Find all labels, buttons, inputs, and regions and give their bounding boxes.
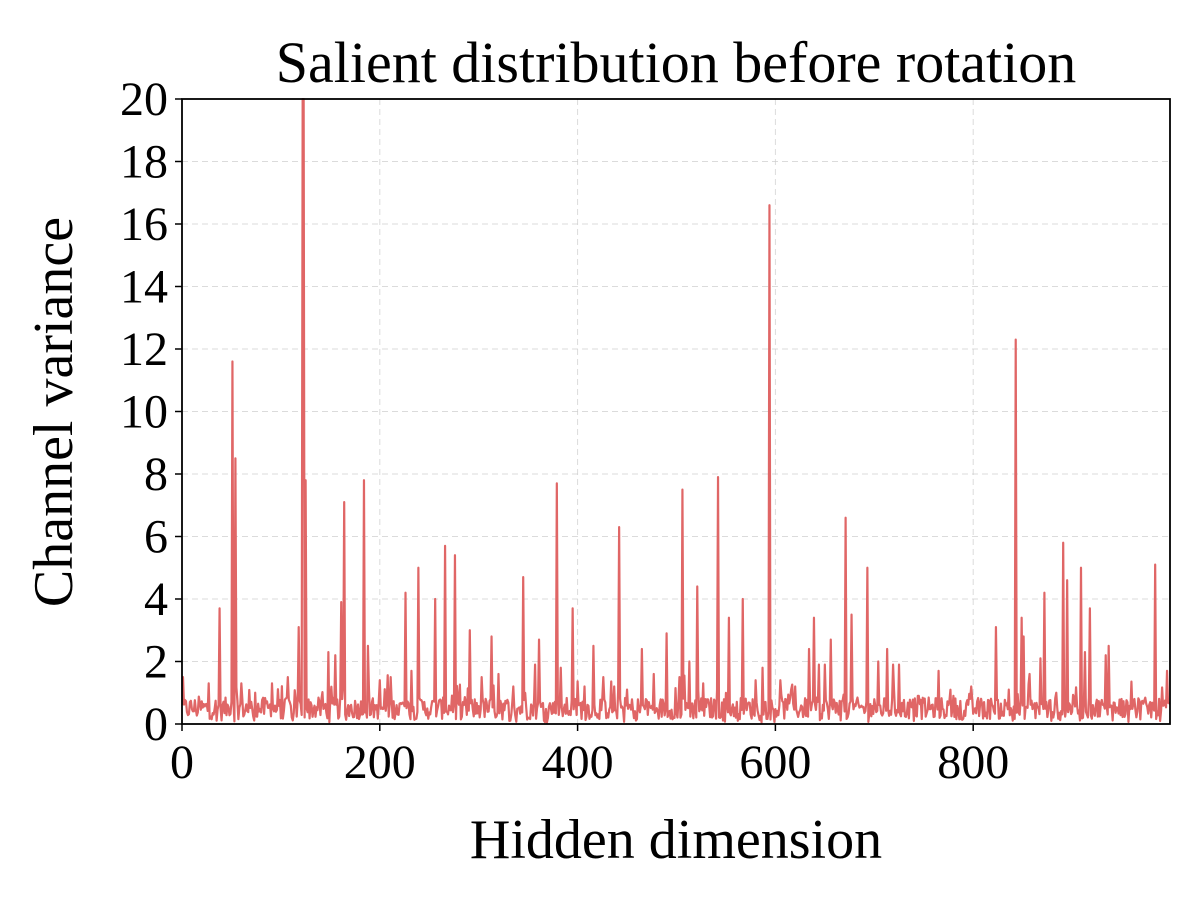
- x-tick-label: 0: [170, 736, 194, 789]
- series-layer: [182, 98, 1170, 724]
- chart-title: Salient distribution before rotation: [276, 30, 1077, 95]
- y-tick-label: 10: [120, 386, 168, 439]
- x-tick-label: 400: [542, 736, 614, 789]
- y-tick-label: 20: [120, 73, 168, 126]
- grid: [181, 98, 1170, 725]
- y-axis: 0 2 4 6 8 10 12 14 16 18 20: [120, 73, 182, 751]
- x-axis: 0 200 400 600 800: [170, 724, 1009, 789]
- y-tick-label: 18: [120, 136, 168, 189]
- y-tick-label: 2: [144, 636, 168, 689]
- x-tick-label: 600: [739, 736, 811, 789]
- y-tick-label: 12: [120, 323, 168, 376]
- y-tick-label: 8: [144, 448, 168, 501]
- series-line: [182, 98, 1170, 724]
- y-tick-label: 4: [144, 573, 168, 626]
- x-axis-label: Hidden dimension: [470, 809, 882, 871]
- y-tick-label: 0: [144, 698, 168, 751]
- y-tick-label: 16: [120, 198, 168, 251]
- x-tick-label: 200: [344, 736, 416, 789]
- y-tick-label: 6: [144, 511, 168, 564]
- y-axis-label: Channel variance: [23, 217, 85, 607]
- x-tick-label: 800: [937, 736, 1009, 789]
- y-tick-label: 14: [120, 261, 168, 314]
